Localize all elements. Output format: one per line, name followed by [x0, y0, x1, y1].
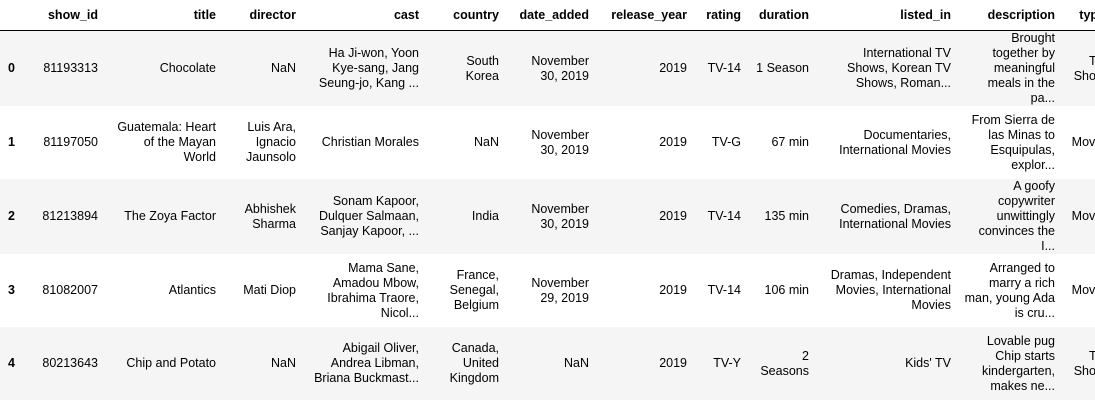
cell-release-year: 2019 [659, 61, 687, 75]
column-header: director [222, 0, 302, 31]
column-header: date_added [505, 0, 595, 31]
cell-title: Guatemala: Heart of the Mayan World [117, 120, 216, 164]
cell-release-year: 2019 [659, 135, 687, 149]
row-index: 1 [8, 135, 15, 149]
cell-release-year: 2019 [659, 283, 687, 297]
index-header [0, 0, 24, 31]
cell-listed-in: Kids' TV [905, 356, 951, 370]
cell-date-added: November 30, 2019 [531, 127, 589, 157]
cell-date-added: November 29, 2019 [531, 275, 589, 305]
cell-director: Abhishek Sharma [244, 201, 296, 231]
cell-director: Luis Ara, Ignacio Jaunsolo [245, 120, 296, 164]
cell-duration: 106 min [764, 283, 809, 297]
column-header: listed_in [815, 0, 957, 31]
cell-director: NaN [270, 61, 296, 75]
cell-description: Lovable pug Chip starts kindergarten, ma… [982, 333, 1055, 393]
cell-date-added: November 30, 2019 [531, 53, 589, 83]
cell-description: Arranged to marry a rich man, young Ada … [964, 260, 1055, 320]
row-index: 3 [8, 283, 15, 297]
cell-type: TV Show [1073, 348, 1095, 378]
cell-duration: 135 min [764, 209, 809, 223]
table-row: 0 81193313 Chocolate NaN Ha Ji-won, Yoon… [0, 30, 1095, 106]
column-header: release_year [595, 0, 693, 31]
cell-date-added: November 30, 2019 [531, 201, 589, 231]
cell-title: The Zoya Factor [124, 209, 216, 223]
cell-country: South Korea [465, 53, 499, 83]
cell-release-year: 2019 [659, 209, 687, 223]
column-header: title [104, 0, 222, 31]
row-index: 2 [8, 209, 15, 223]
column-header: show_id [24, 0, 104, 31]
header-row: show_id title director cast country date… [0, 0, 1095, 31]
cell-description: A goofy copywriter unwittingly convinces… [978, 179, 1055, 253]
cell-country: France, Senegal, Belgium [449, 268, 499, 312]
cell-listed-in: Documentaries, International Movies [839, 127, 951, 157]
cell-duration: 1 Season [756, 61, 809, 75]
cell-type: Movie [1071, 135, 1095, 149]
cell-listed-in: International TV Shows, Korean TV Shows,… [847, 46, 951, 90]
table-row: 3 81082007 Atlantics Mati Diop Mama Sane… [0, 254, 1095, 327]
table-row: 4 80213643 Chip and Potato NaN Abigail O… [0, 327, 1095, 400]
cell-type: Movie [1071, 283, 1095, 297]
cell-country: India [471, 209, 499, 223]
table-body: 0 81193313 Chocolate NaN Ha Ji-won, Yoon… [0, 30, 1095, 400]
cell-rating: TV-14 [707, 209, 741, 223]
cell-director: NaN [270, 356, 296, 370]
cell-rating: TV-G [711, 135, 741, 149]
cell-title: Chocolate [159, 61, 216, 75]
cell-director: Mati Diop [243, 283, 296, 297]
cell-type: TV Show [1073, 54, 1095, 83]
table-header: show_id title director cast country date… [0, 0, 1095, 31]
cell-show-id: 81213894 [42, 209, 98, 223]
cell-country: NaN [473, 135, 499, 149]
column-header: type [1061, 0, 1095, 31]
row-index: 0 [8, 61, 15, 75]
cell-date-added: NaN [563, 356, 589, 370]
cell-cast: Sonam Kapoor, Dulquer Salmaan, Sanjay Ka… [318, 194, 419, 238]
cell-rating: TV-14 [707, 283, 741, 297]
cell-type: Movie [1071, 209, 1095, 223]
column-header: country [425, 0, 505, 31]
cell-show-id: 81082007 [42, 283, 98, 297]
cell-description: From Sierra de las Minas to Esquipulas, … [971, 112, 1055, 172]
cell-title: Chip and Potato [126, 356, 216, 370]
cell-rating: TV-14 [707, 61, 741, 75]
cell-cast: Mama Sane, Amadou Mbow, Ibrahima Traore,… [327, 260, 419, 320]
table-row: 1 81197050 Guatemala: Heart of the Mayan… [0, 106, 1095, 179]
column-header: duration [747, 0, 815, 31]
cell-listed-in: Comedies, Dramas, International Movies [839, 201, 951, 231]
cell-cast: Christian Morales [321, 135, 419, 149]
table-row: 2 81213894 The Zoya Factor Abhishek Shar… [0, 179, 1095, 254]
cell-cast: Abigail Oliver, Andrea Libman, Briana Bu… [314, 341, 419, 385]
column-header: description [957, 0, 1061, 31]
cell-description: Brought together by meaningful meals in … [987, 31, 1055, 105]
column-header: rating [693, 0, 747, 31]
column-header: cast [302, 0, 425, 31]
cell-show-id: 80213643 [42, 356, 98, 370]
row-index: 4 [8, 356, 15, 370]
cell-title: Atlantics [168, 283, 216, 297]
cell-show-id: 81193313 [43, 61, 98, 75]
cell-rating: TV-Y [713, 356, 741, 370]
cell-country: Canada, United Kingdom [449, 341, 499, 385]
cell-duration: 67 min [771, 135, 809, 149]
cell-listed-in: Dramas, Independent Movies, Internationa… [830, 268, 951, 312]
cell-show-id: 81197050 [43, 135, 98, 149]
cell-release-year: 2019 [659, 356, 687, 370]
cell-duration: 2 Seasons [760, 348, 809, 378]
cell-cast: Ha Ji-won, Yoon Kye-sang, Jang Seung-jo,… [318, 46, 419, 90]
